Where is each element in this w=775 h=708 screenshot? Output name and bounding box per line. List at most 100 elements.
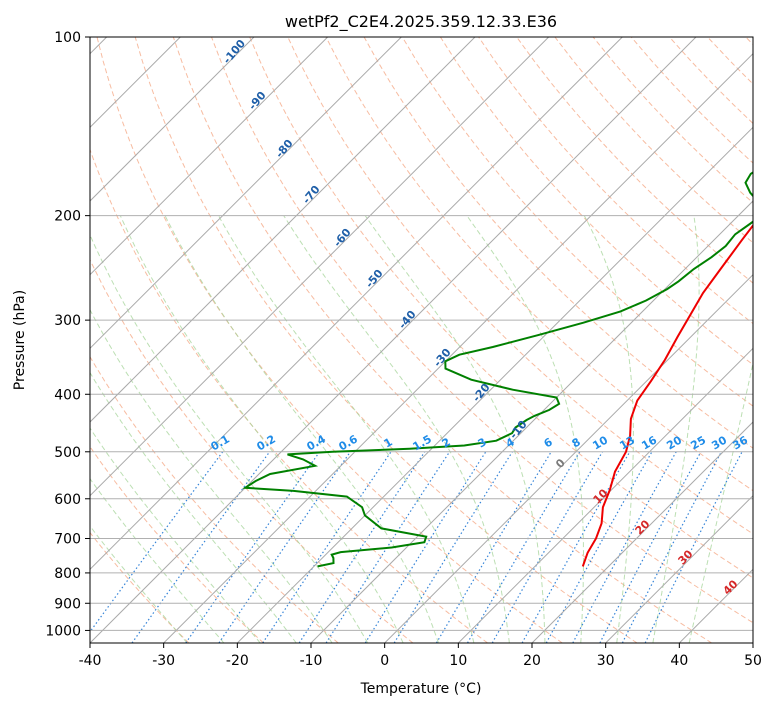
skewed-isotherm: [90, 37, 329, 276]
moist-adiabat-label: 0: [553, 456, 568, 471]
dry-adiabat-line: [90, 258, 414, 643]
mixing-ratio-line: [325, 451, 451, 643]
skewed-isotherm: [90, 37, 623, 571]
dry-adiabat-label: -60: [331, 226, 354, 250]
skewed-isotherm: [678, 568, 753, 643]
moist-adiabat-line: [90, 477, 225, 643]
mixing-ratio-label: 20: [664, 433, 684, 452]
skewed-isotherm: [90, 37, 255, 202]
mixing-ratio-label: 36: [730, 433, 750, 452]
mixing-ratio-label: 13: [617, 434, 637, 453]
skewed-isotherm: [236, 126, 753, 643]
moist-adiabat-label: 20: [633, 517, 653, 537]
dry-adiabat-label: -30: [431, 346, 454, 370]
skewed-isotherm: [90, 37, 697, 643]
mixing-ratio-label: 6: [542, 435, 555, 450]
gridlines: [90, 37, 753, 643]
mixing-ratio-label: 0.4: [305, 432, 329, 453]
x-tick-label: 30: [597, 653, 615, 669]
mixing-ratio-label: 30: [709, 433, 729, 452]
y-tick-label: 600: [54, 492, 81, 508]
dry-adiabat-line: [363, 37, 753, 449]
x-tick-label: 50: [744, 653, 762, 669]
plot-frame: [89, 36, 754, 644]
mixing-ratio-line: [599, 451, 702, 643]
dry-adiabat-line: [745, 37, 753, 46]
x-tick-label: 20: [523, 653, 541, 669]
y-tick-label: 400: [54, 387, 81, 403]
skewed-isotherm: [90, 37, 550, 497]
x-tick-label: -30: [152, 653, 175, 669]
moist-adiabat-line: [90, 525, 188, 643]
background-lines: [90, 37, 753, 643]
skewed-isotherm: [605, 494, 753, 643]
dry-adiabat-line: [707, 37, 753, 85]
mixing-ratio-line: [218, 451, 351, 643]
series-lines: [242, 171, 753, 568]
moist-adiabat-label: 10: [591, 486, 611, 506]
y-tick-label: 1000: [45, 623, 81, 639]
mixing-ratio-line: [435, 451, 552, 643]
mixing-ratio-line: [621, 451, 722, 643]
skewed-isotherm: [310, 200, 753, 643]
dry-adiabat-line: [90, 148, 488, 643]
dry-adiabat-label: -90: [246, 89, 269, 113]
y-ticks: 1000 900 800 700 600 500 400 300 200 100: [45, 30, 90, 639]
dry-adiabat-label: -70: [300, 183, 323, 207]
dry-adiabat-line: [439, 37, 753, 366]
x-tick-label: 10: [449, 653, 467, 669]
moist-adiabat-line: [90, 371, 297, 643]
dewpoint-line: [242, 171, 753, 568]
mixing-ratio-label: 8: [570, 435, 583, 450]
mixing-ratio-line: [90, 451, 224, 633]
mixing-ratio-label: 25: [688, 434, 708, 453]
dry-adiabat-line: [211, 37, 753, 624]
dry-adiabat-label: -50: [363, 267, 386, 291]
moist-adiabat-line: [90, 427, 261, 643]
y-tick-label: 200: [54, 209, 81, 225]
moist-adiabat-line: [283, 215, 510, 643]
mixing-ratio-line: [364, 451, 487, 643]
dry-adiabat-line: [90, 445, 264, 643]
moist-adiabat-line: [583, 215, 634, 643]
x-axis-label: Temperature (°C): [360, 681, 482, 697]
dry-adiabat-label: -40: [396, 308, 419, 332]
skewed-isotherm: [90, 37, 402, 350]
skewed-isotherm: [163, 52, 753, 643]
skewed-isotherm: [531, 421, 753, 643]
moist-adiabat-line: [688, 360, 753, 643]
dry-adiabat-line: [325, 37, 753, 492]
dry-adiabat-line: [172, 37, 712, 643]
mixing-ratio-line: [185, 451, 321, 643]
x-tick-label: -10: [300, 653, 323, 669]
mixing-ratio-label: 0.2: [255, 432, 278, 453]
mixing-ratio-label: 10: [590, 433, 610, 452]
y-axis-label: Pressure (hPa): [12, 290, 28, 390]
y-tick-label: 100: [54, 30, 81, 46]
x-tick-label: 0: [380, 653, 389, 669]
moist-adiabat-label: 40: [721, 577, 741, 597]
mixing-ratio-line: [521, 451, 631, 643]
dry-adiabat-line: [249, 37, 753, 579]
x-tick-label: -20: [226, 653, 249, 669]
moist-adiabat-label: 30: [676, 547, 696, 567]
chart-title: wetPf2_C2E4.2025.359.12.33.E36: [285, 12, 557, 32]
moist-adiabat-line: [164, 215, 439, 643]
moist-adiabat-line: [90, 233, 369, 643]
skewed-isotherm: [90, 37, 476, 423]
moist-adiabat-line: [119, 215, 404, 643]
dry-adiabat-line: [96, 37, 563, 643]
mixing-ratio-line: [262, 451, 392, 643]
mixing-ratio-line: [572, 451, 677, 643]
skewed-isotherm: [752, 642, 753, 643]
mixing-ratio-line: [298, 451, 426, 643]
dry-adiabat-label: -100: [220, 37, 248, 67]
skewed-isotherm: [384, 273, 753, 643]
skewed-isotherm: [457, 347, 753, 643]
dry-adiabat-line: [516, 37, 753, 284]
y-tick-label: 800: [54, 566, 81, 582]
dry-adiabat-line: [401, 37, 753, 407]
contour-labels: -100-90-80-70-60-50-40-30-20-100.1 0.2 0.4…: [209, 37, 751, 598]
mixing-ratio-line: [131, 451, 271, 643]
